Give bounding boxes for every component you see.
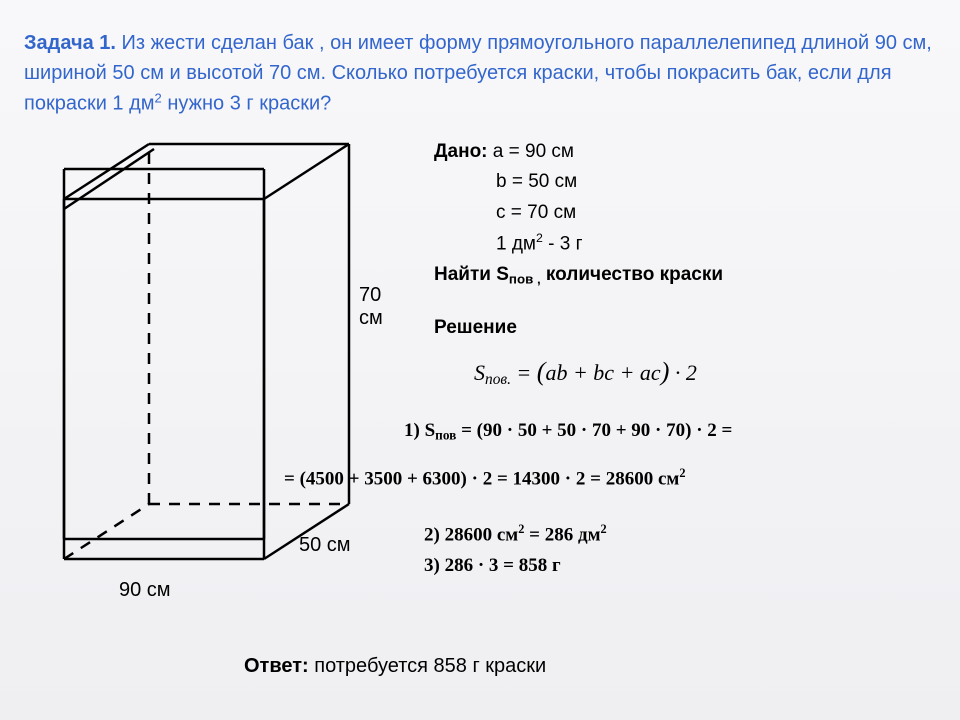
- step2a: 2) 28600 см: [424, 524, 518, 545]
- given-label: Дано:: [434, 141, 488, 162]
- step1-rhs: = (90 · 50 + 50 · 70 + 90 · 70) · 2 =: [456, 420, 732, 441]
- find-label: Найти: [434, 264, 491, 285]
- find-var: S: [491, 264, 509, 285]
- step1b-res: 28600 см: [606, 469, 680, 490]
- dim-height: 70 см: [359, 284, 394, 330]
- answer-text: потребуется 858 г краски: [309, 655, 547, 677]
- problem-label: Задача 1.: [24, 32, 116, 54]
- step1-label: 1): [404, 420, 420, 441]
- sq3: 2: [679, 466, 685, 480]
- dim-depth: 50 см: [299, 534, 351, 557]
- formula-S: S: [474, 360, 485, 385]
- squared: 2: [536, 231, 543, 245]
- step-1: 1) Sпов = (90 · 50 + 50 · 70 + 90 · 70) …: [404, 418, 936, 445]
- problem-text-2: нужно 3 г краски?: [162, 93, 332, 115]
- given-a: а = 90 см: [493, 141, 574, 162]
- dim-length: 90 см: [119, 579, 171, 602]
- step1-sub: пов: [435, 428, 456, 443]
- given-rate: 1 дм: [496, 234, 536, 255]
- formula-sub: пов.: [485, 371, 511, 388]
- figure: 70 см 50 см 90 см: [24, 139, 394, 619]
- step1-S: S: [420, 420, 435, 441]
- formula-rhs: =: [511, 360, 537, 385]
- given-c: с = 70 см: [496, 200, 936, 227]
- step-3: 3) 286 · 3 = 858 г: [424, 553, 936, 580]
- step-2: 2) 28600 см2 = 286 дм2: [424, 521, 936, 549]
- find-line: Найти Sпов , количество краски: [434, 262, 936, 289]
- problem-statement: Задача 1. Из жести сделан бак , он имеет…: [24, 28, 936, 119]
- find-sub: пов ,: [509, 272, 541, 287]
- find-tail: количество краски: [541, 264, 723, 285]
- given-rate2: - 3 г: [543, 234, 583, 255]
- answer-line: Ответ: потребуется 858 г краски: [244, 655, 936, 678]
- answer-label: Ответ:: [244, 655, 309, 677]
- formula: Sпов. = (ab + bc + ac) · 2: [474, 354, 936, 390]
- step2b: = 286 дм: [524, 524, 600, 545]
- sq5: 2: [601, 522, 607, 536]
- given-block: Дано: а = 90 см b = 50 см с = 70 см 1 дм…: [434, 139, 936, 259]
- given-b: b = 50 см: [496, 169, 936, 196]
- solution-header: Решение: [434, 315, 936, 342]
- problem-sup: 2: [155, 93, 162, 115]
